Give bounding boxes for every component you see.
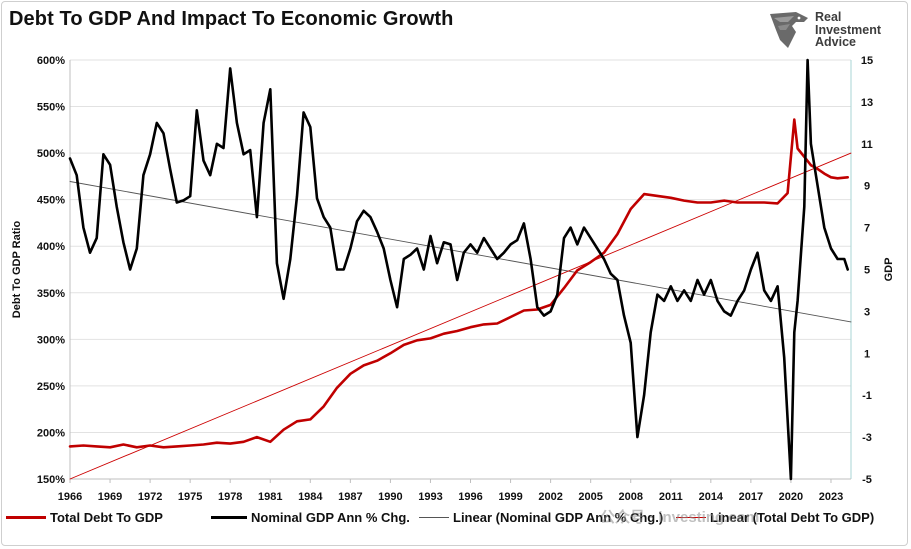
- y-tick-label: 200%: [37, 427, 65, 439]
- x-tick-label: 1966: [58, 491, 82, 503]
- legend-label-trend-gdp: Linear (Nominal GDP Ann % Chg.): [453, 509, 664, 525]
- x-tick-label: 1984: [298, 491, 323, 503]
- legend-label-debt: Total Debt To GDP: [50, 509, 163, 525]
- y2-tick-label: 7: [864, 223, 870, 235]
- chart-legend: Total Debt To GDP Nominal GDP Ann % Chg.…: [6, 506, 906, 528]
- y2-tick-label: 13: [861, 97, 873, 109]
- legend-swatch-gdp: [211, 515, 247, 519]
- legend-item-debt: Total Debt To GDP: [6, 506, 163, 528]
- legend-item-trend-gdp: Linear (Nominal GDP Ann % Chg.): [419, 506, 663, 528]
- x-tick-label: 1996: [458, 491, 482, 503]
- x-tick-label: 1987: [338, 491, 362, 503]
- y2-axis-title: GDP: [883, 258, 895, 282]
- series-line-debt-to-gdp: [68, 118, 850, 449]
- x-tick-label: 2005: [578, 491, 602, 503]
- y2-tick-label: 11: [861, 139, 873, 151]
- x-tick-label: 2002: [538, 491, 562, 503]
- y-axis-title: Debt To GDP Ratio: [11, 221, 23, 319]
- y-tick-label: 550%: [37, 102, 65, 114]
- legend-item-gdp: Nominal GDP Ann % Chg.: [211, 506, 410, 528]
- y-tick-label: 250%: [37, 381, 65, 393]
- brand-logo: Real Investment Advice: [766, 10, 896, 50]
- y-tick-label: 150%: [37, 474, 65, 486]
- y-tick-label: 450%: [37, 195, 65, 207]
- x-tick-label: 2014: [699, 491, 724, 503]
- y2-tick-label: -3: [862, 432, 872, 444]
- x-tick-label: 2017: [739, 491, 763, 503]
- y2-tick-label: 9: [864, 181, 870, 193]
- y2-tick-label: 15: [861, 55, 873, 67]
- x-tick-label: 2011: [659, 491, 683, 503]
- x-tick-label: 1975: [178, 491, 202, 503]
- x-tick-label: 2023: [819, 491, 843, 503]
- y2-tick-label: 1: [864, 348, 870, 360]
- eagle-head-icon: [770, 12, 808, 48]
- legend-label-trend-debt: Linear (Total Debt To GDP): [710, 509, 875, 525]
- x-tick-label: 1993: [418, 491, 442, 503]
- trend-line-nominal-gdp: [69, 181, 852, 323]
- y-tick-label: 600%: [37, 55, 65, 67]
- y-tick-label: 400%: [37, 241, 65, 253]
- x-tick-label: 1972: [138, 491, 162, 503]
- x-tick-label: 1999: [498, 491, 522, 503]
- x-tick-label: 1990: [378, 491, 402, 503]
- y-tick-label: 500%: [37, 148, 65, 160]
- y-tick-label: 350%: [37, 288, 65, 300]
- x-tick-label: 1981: [258, 491, 282, 503]
- legend-label-gdp: Nominal GDP Ann % Chg.: [251, 509, 410, 525]
- series-line-nominal-gdp: [68, 58, 850, 481]
- chart-title: Debt To GDP And Impact To Economic Growt…: [9, 8, 454, 30]
- y2-tick-label: -1: [862, 390, 872, 402]
- legend-swatch-trend-debt: [676, 516, 706, 518]
- legend-swatch-debt: [6, 515, 46, 519]
- legend-item-trend-debt: Linear (Total Debt To GDP): [676, 506, 874, 528]
- logo-line2: Investment: [815, 22, 881, 37]
- trend-line-debt-to-gdp: [69, 152, 852, 480]
- x-tick-label: 2008: [618, 491, 642, 503]
- y2-tick-label: -5: [862, 474, 872, 486]
- y2-tick-label: 3: [864, 306, 870, 318]
- y2-tick-label: 5: [864, 265, 870, 277]
- logo-line3: Advice: [815, 35, 856, 49]
- x-tick-label: 1969: [98, 491, 122, 503]
- legend-swatch-trend-gdp: [419, 516, 449, 518]
- logo-line1: Real: [815, 10, 842, 24]
- y-tick-label: 300%: [37, 334, 65, 346]
- x-tick-label: 1978: [218, 491, 242, 503]
- x-tick-label: 2020: [779, 491, 803, 503]
